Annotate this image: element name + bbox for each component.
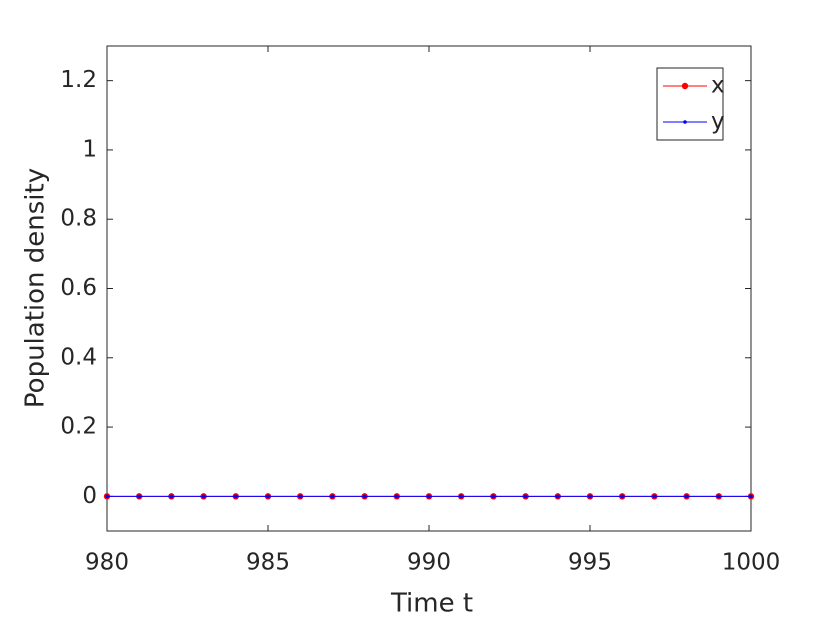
legend-marker xyxy=(681,82,689,90)
x-tick-label: 1000 xyxy=(722,550,781,576)
data-point xyxy=(330,494,335,499)
data-point xyxy=(427,494,431,499)
y-tick-label: 1.2 xyxy=(60,67,97,93)
data-point xyxy=(105,494,109,499)
data-point xyxy=(395,494,399,499)
x-tick-label: 985 xyxy=(246,550,290,576)
y-tick-label: 0.4 xyxy=(60,344,97,370)
y-tick-label: 0.6 xyxy=(60,275,97,301)
data-point xyxy=(362,494,367,499)
plot-area xyxy=(106,45,752,532)
data-point xyxy=(491,494,496,499)
data-point xyxy=(556,494,560,499)
data-point xyxy=(169,494,174,499)
data-point xyxy=(588,494,592,499)
data-point xyxy=(298,494,303,499)
legend-box xyxy=(656,67,724,141)
y-axis-label: Population density xyxy=(21,168,51,408)
data-point xyxy=(201,494,206,499)
legend-label: x xyxy=(711,73,725,99)
x-tick-label: 990 xyxy=(407,550,451,576)
data-point xyxy=(523,494,528,499)
data-point xyxy=(459,494,464,499)
data-point xyxy=(234,494,238,499)
data-point xyxy=(652,494,657,499)
data-point xyxy=(266,494,270,499)
data-point xyxy=(137,494,141,499)
x-axis-label: Time t xyxy=(390,589,473,619)
x-tick-label: 995 xyxy=(568,550,612,576)
legend-marker xyxy=(683,120,687,124)
data-point xyxy=(684,494,689,499)
y-tick-label: 0.8 xyxy=(60,206,97,232)
data-point xyxy=(749,494,753,499)
y-tick-label: 0.2 xyxy=(60,414,97,440)
data-point xyxy=(620,494,624,499)
x-tick-label: 980 xyxy=(85,550,129,576)
legend-label: y xyxy=(711,109,725,135)
y-tick-label: 0 xyxy=(82,483,97,509)
data-point xyxy=(717,494,721,499)
y-tick-label: 1 xyxy=(82,136,97,162)
